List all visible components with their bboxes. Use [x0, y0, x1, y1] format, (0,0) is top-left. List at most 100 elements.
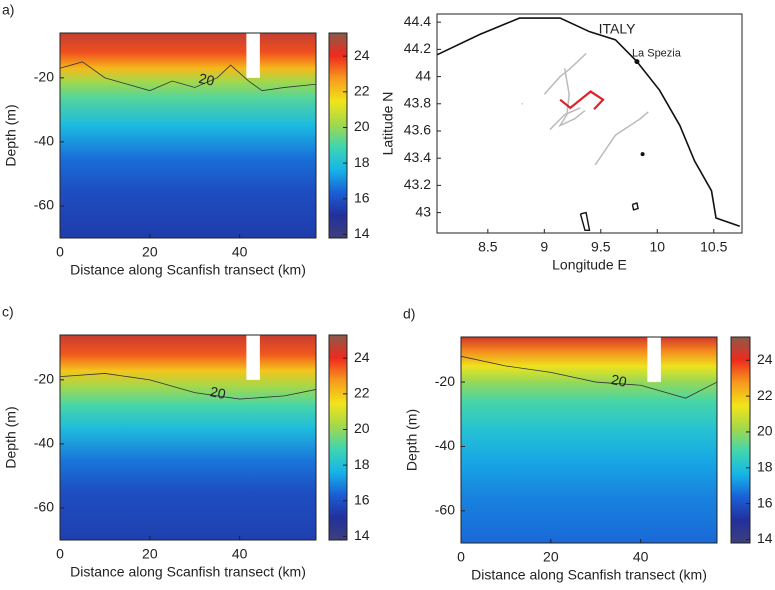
x-tick-label: 40	[232, 546, 248, 562]
plot-frame	[59, 32, 317, 239]
city-marker	[634, 59, 640, 65]
colorbar-tick-label: 18	[757, 458, 773, 474]
country-label: ITALY	[599, 21, 636, 37]
colorbar	[328, 334, 348, 541]
colorbar-tick-label: 24	[354, 349, 370, 365]
temperature-band	[60, 386, 316, 406]
island	[579, 211, 591, 231]
dot	[640, 152, 645, 157]
plot-frame	[436, 13, 743, 234]
survey-track	[559, 90, 605, 110]
temperature-band	[60, 370, 316, 387]
temperature-band	[461, 401, 717, 431]
temperature-band	[60, 335, 316, 355]
x-tick-label: 0	[56, 546, 64, 562]
x-axis-label: Distance along Scanfish transect (km)	[471, 567, 707, 583]
x-tick-label: 9	[540, 239, 548, 255]
colorbar-tick-label: 18	[354, 456, 370, 472]
temperature-band	[461, 462, 717, 496]
y-tick-label: -20	[435, 373, 455, 389]
contour-line	[460, 355, 718, 399]
colorbar-tick-label: 14	[354, 225, 370, 241]
city-label: La Spezia	[632, 48, 682, 60]
contour-label: 20	[610, 371, 629, 390]
ship-track	[558, 68, 586, 128]
temperature-band	[60, 459, 316, 493]
colorbar-tick-label: 20	[354, 420, 370, 436]
y-tick-label: -40	[34, 435, 54, 451]
panel-label: c)	[2, 304, 14, 320]
plot-frame	[460, 336, 718, 544]
colorbar-tick-label: 24	[757, 351, 773, 367]
y-tick-label: -60	[435, 502, 455, 518]
colorbar-tick-label: 20	[757, 423, 773, 439]
colorbar-tick-label: 16	[354, 491, 370, 507]
temperature-band	[461, 337, 717, 351]
colorbar	[328, 32, 348, 239]
temperature-band	[60, 52, 316, 69]
colorbar-tick-label: 14	[354, 527, 370, 543]
x-tick-label: 20	[543, 549, 559, 565]
panel-label: a)	[2, 2, 14, 18]
colorbar-tick-label: 22	[354, 83, 370, 99]
y-tick-label: -20	[34, 371, 54, 387]
y-tick-label: -20	[34, 69, 54, 85]
plot-frame	[59, 334, 317, 541]
x-tick-label: 40	[633, 549, 649, 565]
colorbar-tick-label: 16	[757, 494, 773, 510]
y-tick-label: 43.8	[404, 94, 431, 110]
x-tick-label: 9.5	[591, 239, 611, 255]
contour-label: 20	[209, 383, 228, 402]
y-axis-label: Depth (m)	[3, 104, 19, 166]
temperature-band	[60, 189, 316, 239]
y-axis-label: Depth (m)	[3, 406, 19, 468]
y-tick-label: 44.2	[404, 40, 431, 56]
x-tick-label: 20	[142, 546, 158, 562]
panel-label: d)	[403, 306, 415, 322]
y-tick-label: -60	[34, 197, 54, 213]
colorbar-tick-label: 18	[354, 154, 370, 170]
x-tick-label: 0	[457, 549, 465, 565]
y-tick-label: 44	[415, 67, 431, 83]
colorbar-tick-label: 14	[757, 530, 773, 546]
x-tick-label: 40	[232, 244, 248, 260]
coastline	[436, 17, 741, 227]
x-tick-label: 8.5	[478, 239, 498, 255]
x-axis-label: Distance along Scanfish transect (km)	[70, 262, 306, 278]
x-tick-label: 20	[142, 244, 158, 260]
y-tick-label: 43.2	[404, 176, 431, 192]
y-tick-label: -40	[34, 133, 54, 149]
y-axis-label: Latitude N	[380, 92, 396, 156]
temperature-band	[461, 365, 717, 383]
data-gap	[246, 33, 260, 78]
temperature-band	[60, 427, 316, 461]
temperature-band	[60, 68, 316, 82]
y-tick-label: 43.6	[404, 122, 431, 138]
colorbar-tick-label: 16	[354, 189, 370, 205]
temperature-band	[60, 491, 316, 541]
x-axis-label: Longitude E	[552, 257, 627, 273]
y-tick-label: -60	[34, 499, 54, 515]
colorbar	[730, 336, 751, 544]
ship-track	[543, 52, 587, 95]
x-axis-label: Distance along Scanfish transect (km)	[70, 564, 306, 580]
island	[631, 202, 639, 211]
temperature-band	[60, 405, 316, 429]
y-axis-label: Depth (m)	[404, 409, 420, 471]
data-gap	[647, 337, 661, 383]
temperature-band	[461, 494, 717, 544]
ship-track	[594, 111, 649, 166]
x-tick-label: 10.5	[700, 239, 727, 255]
contour-label: 20	[197, 70, 216, 89]
y-tick-label: 44.4	[404, 13, 431, 29]
ship-track	[549, 107, 581, 131]
temperature-band	[60, 125, 316, 159]
y-tick-label: 43.4	[404, 149, 431, 165]
colorbar-tick-label: 20	[354, 118, 370, 134]
temperature-band	[461, 430, 717, 464]
temperature-band	[461, 382, 717, 402]
temperature-band	[60, 354, 316, 371]
temperature-band	[60, 81, 316, 98]
colorbar-tick-label: 22	[354, 385, 370, 401]
